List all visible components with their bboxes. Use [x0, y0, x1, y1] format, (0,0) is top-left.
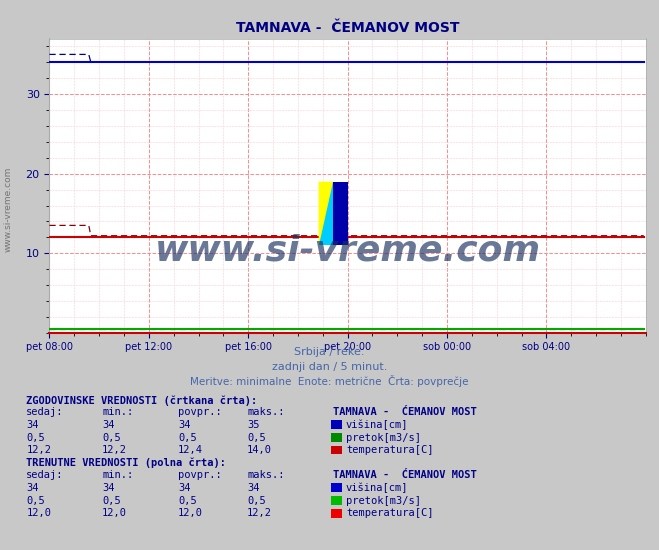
Text: višina[cm]: višina[cm]	[346, 483, 409, 493]
Text: sedaj:: sedaj:	[26, 407, 64, 417]
Text: 12,0: 12,0	[178, 508, 203, 519]
Text: 0,5: 0,5	[247, 496, 266, 506]
Text: 0,5: 0,5	[26, 496, 45, 506]
Text: 35: 35	[247, 420, 260, 430]
Polygon shape	[319, 182, 333, 245]
Text: 34: 34	[26, 420, 39, 430]
Text: TRENUTNE VREDNOSTI (polna črta):: TRENUTNE VREDNOSTI (polna črta):	[26, 458, 226, 468]
Text: sedaj:: sedaj:	[26, 470, 64, 481]
Text: zadnji dan / 5 minut.: zadnji dan / 5 minut.	[272, 361, 387, 372]
Text: višina[cm]: višina[cm]	[346, 420, 409, 430]
Text: povpr.:: povpr.:	[178, 470, 221, 481]
Text: TAMNAVA -  ĆEMANOV MOST: TAMNAVA - ĆEMANOV MOST	[333, 407, 476, 417]
Text: 14,0: 14,0	[247, 445, 272, 455]
Text: temperatura[C]: temperatura[C]	[346, 445, 434, 455]
Text: pretok[m3/s]: pretok[m3/s]	[346, 432, 421, 443]
Text: 34: 34	[102, 420, 115, 430]
Text: maks.:: maks.:	[247, 407, 285, 417]
Text: 12,2: 12,2	[247, 508, 272, 519]
Text: min.:: min.:	[102, 470, 133, 481]
Text: ZGODOVINSKE VREDNOSTI (črtkana črta):: ZGODOVINSKE VREDNOSTI (črtkana črta):	[26, 396, 258, 406]
Text: 12,2: 12,2	[26, 445, 51, 455]
Text: 34: 34	[178, 483, 190, 493]
Text: Srbija / reke.: Srbija / reke.	[295, 346, 364, 357]
Title: TAMNAVA -  ČEMANOV MOST: TAMNAVA - ČEMANOV MOST	[236, 20, 459, 35]
Text: 0,5: 0,5	[178, 496, 196, 506]
Text: 34: 34	[178, 420, 190, 430]
Text: pretok[m3/s]: pretok[m3/s]	[346, 496, 421, 506]
Text: temperatura[C]: temperatura[C]	[346, 508, 434, 519]
Text: 34: 34	[102, 483, 115, 493]
Text: 12,4: 12,4	[178, 445, 203, 455]
Text: 0,5: 0,5	[102, 432, 121, 443]
Text: maks.:: maks.:	[247, 470, 285, 481]
Text: www.si-vreme.com: www.si-vreme.com	[155, 233, 540, 267]
Polygon shape	[333, 182, 348, 245]
Polygon shape	[319, 182, 333, 245]
Text: 0,5: 0,5	[102, 496, 121, 506]
Text: Meritve: minimalne  Enote: metrične  Črta: povprečje: Meritve: minimalne Enote: metrične Črta:…	[190, 375, 469, 387]
Text: 34: 34	[247, 483, 260, 493]
Text: TAMNAVA -  ĆEMANOV MOST: TAMNAVA - ĆEMANOV MOST	[333, 470, 476, 481]
Text: povpr.:: povpr.:	[178, 407, 221, 417]
Text: 12,2: 12,2	[102, 445, 127, 455]
Text: 0,5: 0,5	[178, 432, 196, 443]
Text: 12,0: 12,0	[102, 508, 127, 519]
Text: 34: 34	[26, 483, 39, 493]
Text: 0,5: 0,5	[26, 432, 45, 443]
Polygon shape	[319, 182, 333, 245]
Text: www.si-vreme.com: www.si-vreme.com	[3, 166, 13, 252]
Text: 0,5: 0,5	[247, 432, 266, 443]
Text: 12,0: 12,0	[26, 508, 51, 519]
Text: min.:: min.:	[102, 407, 133, 417]
